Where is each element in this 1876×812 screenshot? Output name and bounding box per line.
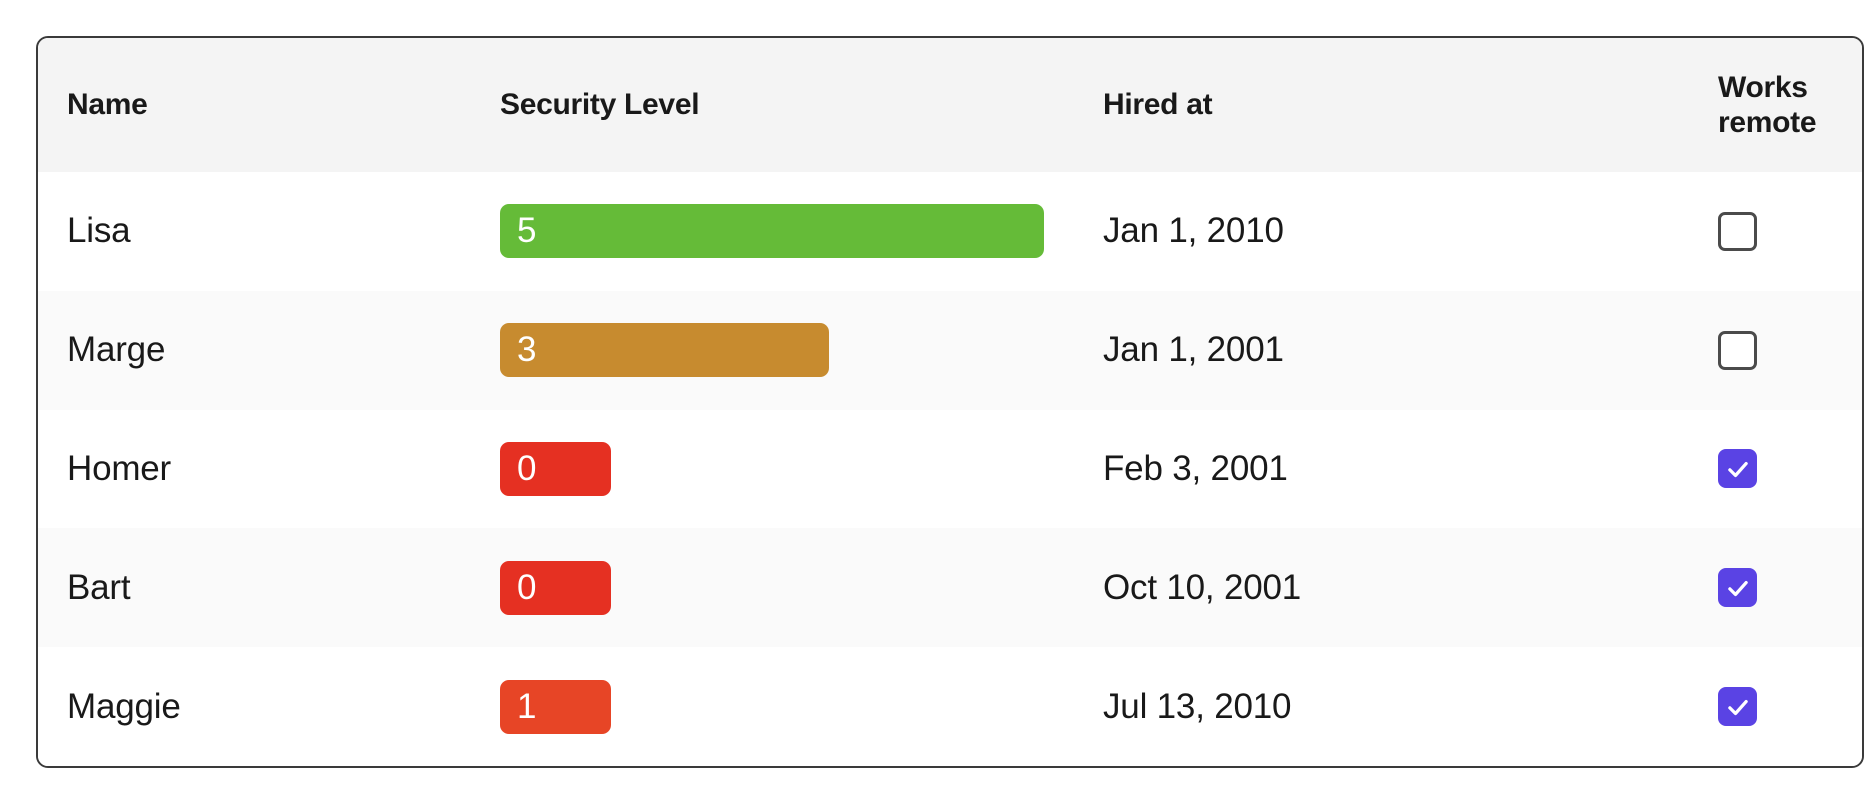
- name-cell: Lisa: [67, 211, 131, 251]
- column-header-name: Name: [67, 88, 148, 122]
- security-level-cell: 0: [500, 441, 1103, 496]
- checkmark-icon: [1727, 580, 1748, 596]
- security-level-value: 5: [517, 211, 537, 251]
- table-header-row: Name Security Level Hired at Works remot…: [38, 38, 1862, 172]
- security-level-cell: 0: [500, 560, 1103, 615]
- security-level-bar: 0: [500, 441, 611, 496]
- name-cell: Bart: [67, 567, 131, 607]
- table-row: Bart 0 Oct 10, 2001: [38, 528, 1862, 648]
- works-remote-cell: [1718, 211, 1862, 251]
- works-remote-checkbox[interactable]: [1718, 449, 1757, 489]
- security-level-value: 3: [517, 330, 537, 370]
- works-remote-cell: [1718, 449, 1862, 489]
- table-row: Homer 0 Feb 3, 2001: [38, 409, 1862, 529]
- hired-at-cell: Oct 10, 2001: [1103, 567, 1302, 607]
- hired-at-cell: Jan 1, 2001: [1103, 330, 1284, 370]
- hired-at-cell: Feb 3, 2001: [1103, 448, 1288, 488]
- checkmark-icon: [1727, 461, 1748, 478]
- table-body: Lisa 5 Jan 1, 2010 Marge 3 Jan 1, 2001: [38, 172, 1862, 766]
- security-level-value: 1: [517, 686, 537, 726]
- works-remote-cell: [1718, 687, 1862, 727]
- security-level-value: 0: [517, 567, 537, 607]
- name-cell: Marge: [67, 330, 166, 370]
- column-header-works-remote: Works remote: [1718, 70, 1817, 139]
- checkmark-icon: [1727, 699, 1748, 715]
- works-remote-checkbox[interactable]: [1718, 568, 1757, 608]
- table-row: Lisa 5 Jan 1, 2010: [38, 172, 1862, 291]
- security-level-bar: 3: [500, 323, 829, 378]
- hired-at-cell: Jul 13, 2010: [1103, 686, 1292, 726]
- works-remote-checkbox[interactable]: [1718, 211, 1757, 251]
- works-remote-checkbox[interactable]: [1718, 687, 1757, 727]
- security-level-cell: 1: [500, 679, 1103, 734]
- works-remote-cell: [1718, 330, 1862, 370]
- security-level-cell: 5: [500, 204, 1103, 259]
- works-remote-cell: [1718, 568, 1862, 608]
- security-level-cell: 3: [500, 323, 1103, 378]
- employees-table: Name Security Level Hired at Works remot…: [36, 36, 1864, 768]
- table-row: Marge 3 Jan 1, 2001: [38, 290, 1862, 410]
- security-level-bar: 0: [500, 560, 611, 615]
- works-remote-checkbox[interactable]: [1718, 330, 1757, 370]
- table-row: Maggie 1 Jul 13, 2010: [38, 647, 1862, 766]
- column-header-hired-at: Hired at: [1103, 88, 1213, 122]
- hired-at-cell: Jan 1, 2010: [1103, 211, 1284, 251]
- name-cell: Homer: [67, 448, 172, 488]
- security-level-value: 0: [517, 448, 537, 488]
- security-level-bar: 5: [500, 204, 1044, 259]
- security-level-bar: 1: [500, 679, 611, 734]
- name-cell: Maggie: [67, 686, 181, 726]
- column-header-security-level: Security Level: [500, 88, 700, 122]
